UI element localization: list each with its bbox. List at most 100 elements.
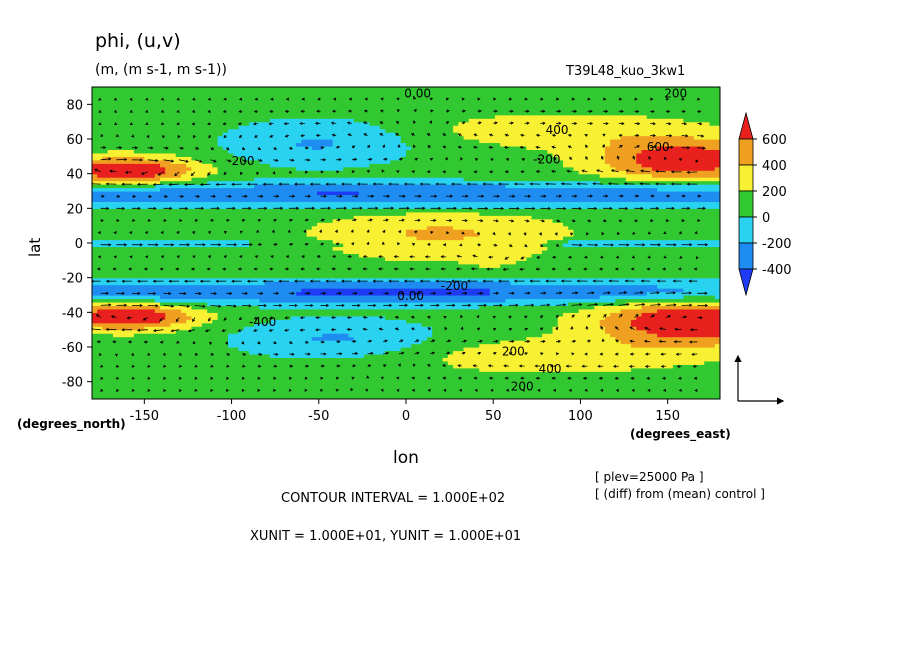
field-cell [228,125,234,130]
field-cell [160,392,166,397]
field-cell [369,211,376,216]
field-cell [222,142,229,147]
field-cell [186,180,193,185]
field-cell [128,239,135,244]
field-cell [217,274,224,279]
field-cell [170,395,177,399]
field-cell [327,333,334,338]
field-cell [165,336,172,341]
field-cell [191,333,198,338]
field-cell [217,263,224,268]
field-cell [175,163,182,168]
field-cell [379,243,386,248]
field-cell [92,388,98,393]
field-cell [175,288,182,293]
field-cell [243,388,250,393]
field-cell [222,381,229,386]
field-cell [285,333,292,338]
field-cell [358,364,365,369]
field-cell [222,128,229,133]
field-cell [254,222,261,227]
field-cell [107,135,114,140]
field-cell [343,236,350,241]
field-cell [97,347,104,352]
field-cell [358,267,365,272]
field-cell [123,236,130,241]
field-cell [275,298,281,303]
field-cell [128,104,135,109]
field-cell [243,298,250,303]
field-cell [285,305,292,310]
field-cell [112,256,119,261]
field-cell [243,367,250,372]
field-cell [317,270,323,275]
field-cell [322,388,329,393]
field-cell [233,135,240,140]
field-cell [233,215,240,220]
field-cell [175,329,182,334]
field-cell [207,166,213,171]
field-cell [317,107,323,112]
field-cell [165,253,172,258]
field-cell [217,222,224,227]
field-cell [301,333,308,338]
field-cell [269,333,276,338]
field-cell [180,177,187,182]
field-cell [285,218,292,223]
field-cell [332,385,339,390]
field-cell [379,364,386,369]
field-cell [160,177,166,182]
field-cell [322,364,329,369]
field-cell [369,222,376,227]
field-cell [296,236,302,241]
field-cell [296,284,302,289]
field-cell [364,295,370,300]
field-cell [180,281,187,286]
field-cell [369,208,376,213]
field-cell [269,163,276,168]
field-cell [207,163,213,168]
field-cell [191,191,198,196]
field-cell [327,149,334,154]
field-cell [348,152,355,157]
field-cell [191,173,198,178]
field-cell [186,166,193,171]
field-cell [144,388,151,393]
field-cell [112,111,119,116]
field-cell [275,100,281,105]
field-cell [170,232,177,237]
field-cell [348,132,355,137]
field-cell [196,281,203,286]
field-cell [379,340,386,345]
field-cell [233,139,240,144]
field-cell [243,246,250,251]
field-cell [165,360,172,365]
field-cell [285,187,292,192]
field-cell [343,218,350,223]
field-cell [92,326,98,331]
field-cell [358,90,365,95]
field-cell [290,301,297,306]
field-cell [207,336,213,341]
field-cell [233,260,240,265]
field-cell [201,329,208,334]
field-cell [374,329,381,334]
field-cell [107,128,114,133]
field-cell [249,301,255,306]
field-cell [238,388,245,393]
field-cell [348,371,355,376]
field-cell [160,173,166,178]
field-cell [358,194,365,199]
field-cell [348,260,355,265]
field-cell [118,256,124,261]
field-cell [92,139,98,144]
field-cell [364,281,370,286]
field-cell [269,177,276,182]
field-cell [275,107,281,112]
field-cell [175,308,182,313]
field-cell [290,243,297,248]
field-cell [290,97,297,102]
field-cell [196,222,203,227]
field-cell [285,215,292,220]
field-cell [170,107,177,112]
